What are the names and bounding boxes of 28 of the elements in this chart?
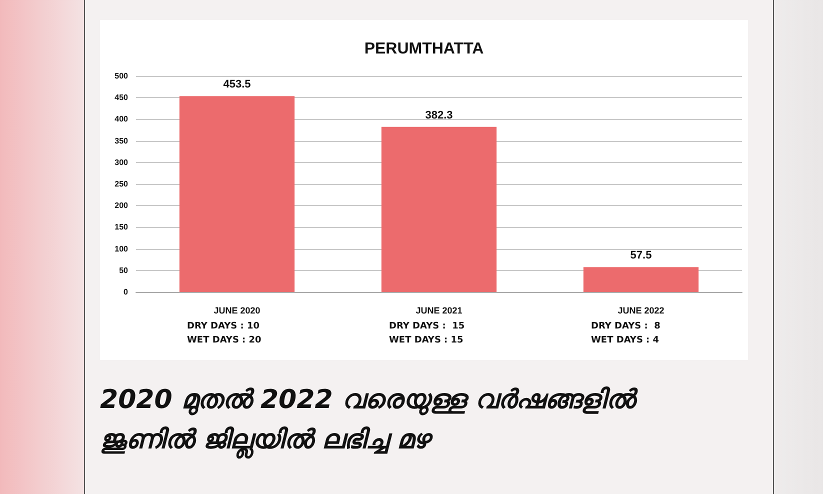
text: 2020 മുതൽ 2022 വരെയുള്ള വർഷങ്ങളിൽ ജൂണിൽ ജില്ലയിൽ ലഭിച്ച മഴ xyxy=(100,384,639,460)
bar xyxy=(381,126,497,292)
data-label: 453.5 xyxy=(223,78,251,91)
text: DRY DAYS : 15 xyxy=(389,322,465,332)
y-tick-label: 300 xyxy=(114,158,129,167)
text: WET DAYS : 15 xyxy=(389,336,464,346)
text: WET DAYS : 20 xyxy=(187,336,262,346)
y-tick-label: 500 xyxy=(114,72,129,80)
y-tick-label: 0 xyxy=(124,288,129,296)
x-tick-label: JUNE 2020 xyxy=(214,306,260,316)
text: DRY DAYS : 10 xyxy=(187,322,260,332)
text: DRY DAYS : 8 xyxy=(591,322,660,332)
y-tick-label: 200 xyxy=(114,201,129,210)
y-tick-label: 150 xyxy=(114,222,129,232)
text: WET DAYS : 4 xyxy=(591,336,660,346)
bar xyxy=(583,267,699,292)
y-tick-label: 100 xyxy=(114,244,129,254)
y-tick-label: 250 xyxy=(114,180,129,188)
y-tick-label: 50 xyxy=(119,266,129,275)
y-tick-label: 450 xyxy=(114,93,129,102)
x-tick-label: JUNE 2022 xyxy=(618,306,664,316)
data-label: 57.5 xyxy=(630,250,652,262)
data-label: 382.3 xyxy=(425,109,453,122)
chart-title: PERUMTHATTA xyxy=(364,40,484,58)
bar xyxy=(179,96,295,292)
y-tick-label: 350 xyxy=(114,136,129,146)
x-tick-label: JUNE 2021 xyxy=(416,306,462,316)
y-tick-label: 400 xyxy=(114,114,129,124)
